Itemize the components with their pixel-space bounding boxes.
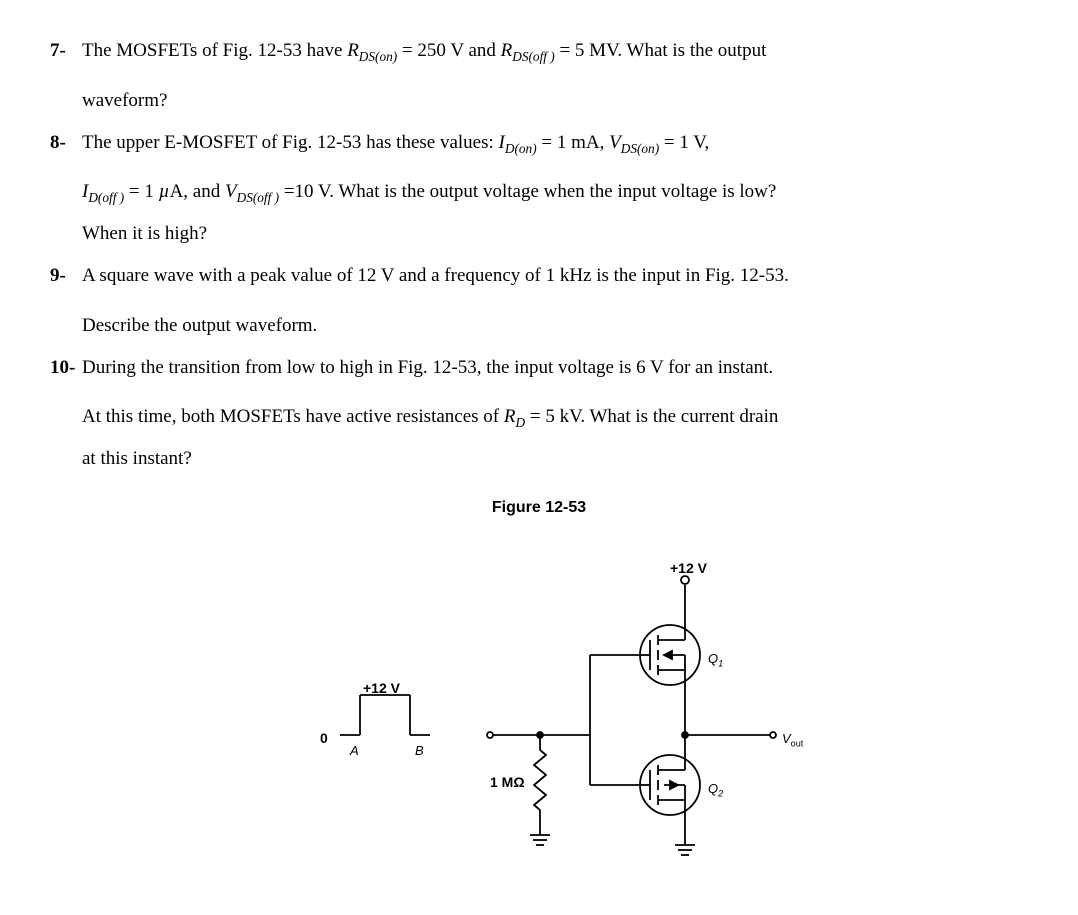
pulse-high-label: +12 V (363, 673, 400, 704)
q1-label: Q1 (708, 645, 723, 674)
problem-content: During the transition from low to high i… (82, 347, 1028, 389)
subscript: DS(off ) (512, 49, 554, 64)
zero-label: 0 (320, 723, 328, 754)
problem-7: 7- The MOSFETs of Fig. 12-53 have RDS(on… (50, 30, 1028, 72)
text: The MOSFETs of Fig. 12-53 have (82, 40, 347, 61)
problem-10-line2: At this time, both MOSFETs have active r… (82, 396, 1028, 438)
subscript: D (516, 415, 526, 430)
subscript: DS(off ) (237, 190, 279, 205)
resistor-value: 1 MΩ (490, 767, 525, 798)
text: = 250 V and (397, 40, 500, 61)
q2-label: Q2 (708, 775, 723, 804)
text: = 5 MV. What is the output (555, 40, 767, 61)
text: The upper E-MOSFET of Fig. 12-53 has the… (82, 132, 499, 153)
symbol: R (504, 406, 516, 427)
problem-number: 9- (50, 255, 82, 297)
subscript: D(off ) (88, 190, 124, 205)
symbol: V (609, 132, 621, 153)
supply-label: +12 V (670, 553, 707, 584)
problem-10: 10- During the transition from low to hi… (50, 347, 1028, 389)
problem-number: 8- (50, 122, 82, 164)
figure-title: Figure 12-53 (50, 490, 1028, 525)
label-b: B (415, 737, 424, 766)
symbol: R (501, 40, 513, 61)
symbol: V (225, 181, 237, 202)
text: =10 V. What is the output voltage when t… (279, 181, 776, 202)
problem-8-line2: ID(off ) = 1 µA, and VDS(off ) =10 V. Wh… (82, 171, 1028, 213)
label-a: A (350, 737, 359, 766)
problem-content: The MOSFETs of Fig. 12-53 have RDS(on) =… (82, 30, 1028, 72)
subscript: DS(on) (621, 140, 659, 155)
text: = 5 kV. What is the current drain (525, 406, 778, 427)
problem-content: The upper E-MOSFET of Fig. 12-53 has the… (82, 122, 1028, 164)
problem-8: 8- The upper E-MOSFET of Fig. 12-53 has … (50, 122, 1028, 164)
vout-label: Vout (782, 725, 803, 754)
text: A, and (170, 181, 225, 202)
text: = 1 (124, 181, 158, 202)
problem-10-line3: at this instant? (82, 438, 1028, 480)
problem-9-line2: Describe the output waveform. (82, 305, 1028, 347)
problem-content: A square wave with a peak value of 12 V … (82, 255, 1028, 297)
mu: µ (159, 181, 170, 202)
text: = 1 mA, (537, 132, 609, 153)
subscript: D(on) (505, 140, 537, 155)
problem-9: 9- A square wave with a peak value of 12… (50, 255, 1028, 297)
problem-number: 10- (50, 347, 82, 389)
symbol: R (347, 40, 359, 61)
circuit-diagram (50, 525, 1050, 885)
problem-number: 7- (50, 30, 82, 72)
text: At this time, both MOSFETs have active r… (82, 406, 504, 427)
subscript: DS(on) (359, 49, 397, 64)
problem-7-line2: waveform? (82, 80, 1028, 122)
problem-8-line3: When it is high? (82, 213, 1028, 255)
text: = 1 V, (659, 132, 709, 153)
figure-12-53: +12 V +12 V 0 A B 1 MΩ Q1 Q2 Vout (50, 525, 1028, 885)
